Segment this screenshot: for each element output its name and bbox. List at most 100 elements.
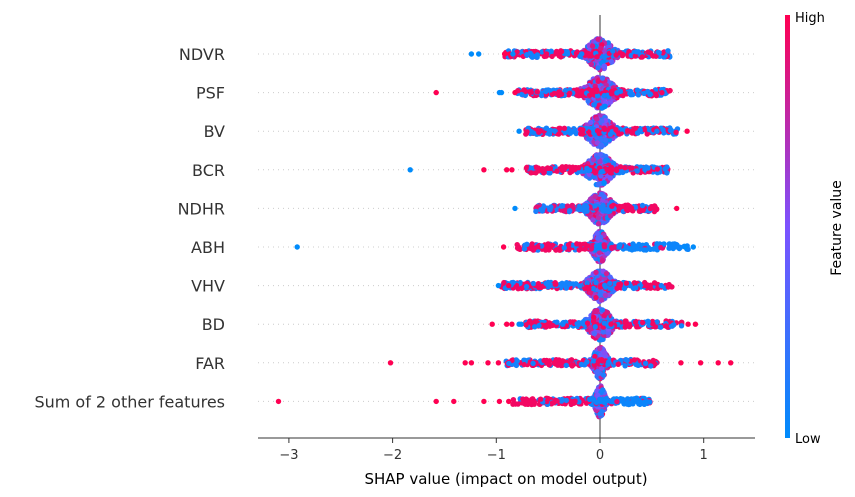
shap-point xyxy=(599,118,605,124)
shap-point xyxy=(609,203,615,209)
shap-point xyxy=(481,167,487,173)
shap-point xyxy=(641,90,647,97)
shap-point xyxy=(600,387,606,393)
shap-point xyxy=(572,398,578,404)
shap-point xyxy=(496,398,503,405)
shap-point xyxy=(520,396,526,402)
x-tick-label: −3 xyxy=(279,448,298,463)
shap-point xyxy=(619,203,626,210)
shap-point xyxy=(547,127,554,133)
shap-point xyxy=(598,337,604,343)
shap-point xyxy=(595,36,601,42)
shap-point xyxy=(591,358,597,364)
x-tick-label: −2 xyxy=(383,448,402,463)
shap-point xyxy=(607,274,613,280)
shap-point xyxy=(728,360,734,366)
shap-point xyxy=(609,244,615,251)
shap-point xyxy=(566,92,572,98)
feature-label: BV xyxy=(204,122,225,141)
shap-point xyxy=(498,89,505,96)
shap-point xyxy=(597,151,603,158)
shap-point xyxy=(644,399,651,405)
shap-point xyxy=(510,279,516,286)
shap-point xyxy=(560,321,566,327)
feature-label: PSF xyxy=(196,84,225,103)
shap-point xyxy=(576,165,582,171)
shap-point xyxy=(630,91,636,98)
shap-point xyxy=(489,321,495,327)
shap-point xyxy=(617,281,624,287)
shap-point xyxy=(598,173,604,179)
shap-point xyxy=(622,165,628,171)
shap-point xyxy=(663,323,669,329)
shap-point xyxy=(613,167,620,174)
shap-point xyxy=(577,283,583,289)
shap-point xyxy=(495,282,502,289)
shap-point xyxy=(648,363,654,369)
shap-point xyxy=(608,58,614,65)
colorbar-high-label: High xyxy=(795,11,825,26)
shap-point xyxy=(593,294,599,301)
shap-point xyxy=(602,48,608,54)
shap-point xyxy=(495,360,502,366)
shap-point xyxy=(546,243,552,249)
shap-point xyxy=(468,360,475,366)
shap-point xyxy=(521,87,527,93)
shap-point xyxy=(537,396,544,402)
shap-point xyxy=(592,324,598,330)
shap-point xyxy=(539,208,545,214)
shap-point xyxy=(543,324,549,330)
shap-point xyxy=(587,167,593,173)
shap-point xyxy=(598,297,605,303)
shap-point xyxy=(541,169,547,175)
dots-layer xyxy=(275,36,734,420)
shap-point xyxy=(585,98,591,104)
shap-point xyxy=(554,398,560,404)
shap-point xyxy=(524,129,530,135)
shap-point xyxy=(654,241,660,247)
shap-point xyxy=(512,205,518,212)
shap-point xyxy=(387,360,394,366)
shap-point xyxy=(589,43,596,49)
shap-point xyxy=(573,50,580,56)
shap-point xyxy=(528,89,534,95)
shap-point xyxy=(597,158,603,165)
shap-point xyxy=(597,345,603,352)
shap-point xyxy=(481,398,487,405)
shap-point xyxy=(584,208,590,214)
shap-point xyxy=(601,54,608,60)
shap-point xyxy=(625,202,631,208)
shap-point xyxy=(539,49,545,55)
shap-point xyxy=(592,193,598,199)
shap-point xyxy=(601,63,607,69)
shap-point xyxy=(523,283,530,290)
shap-point xyxy=(628,400,634,406)
shap-point xyxy=(654,319,660,325)
shap-point xyxy=(527,318,533,324)
shap-point xyxy=(594,307,600,314)
feature-label: BD xyxy=(202,315,225,334)
shap-point xyxy=(512,89,518,96)
shap-point xyxy=(632,319,639,325)
shap-point xyxy=(603,157,609,163)
shap-point xyxy=(604,310,611,316)
shap-point xyxy=(601,92,607,99)
shap-point xyxy=(516,128,522,134)
shap-point xyxy=(518,321,524,327)
shap-point xyxy=(500,244,507,250)
shap-point xyxy=(574,321,580,327)
shap-point xyxy=(664,170,670,176)
shap-point xyxy=(531,399,538,405)
shap-point xyxy=(599,307,606,313)
shap-point xyxy=(485,360,491,366)
shap-point xyxy=(633,285,639,291)
shap-point xyxy=(715,360,721,366)
feature-label: NDVR xyxy=(179,45,225,64)
shap-point xyxy=(631,357,637,363)
shap-point xyxy=(608,285,614,292)
shap-point xyxy=(533,208,539,215)
shap-point xyxy=(563,397,569,404)
shap-point xyxy=(595,235,601,241)
shap-point xyxy=(462,360,468,366)
